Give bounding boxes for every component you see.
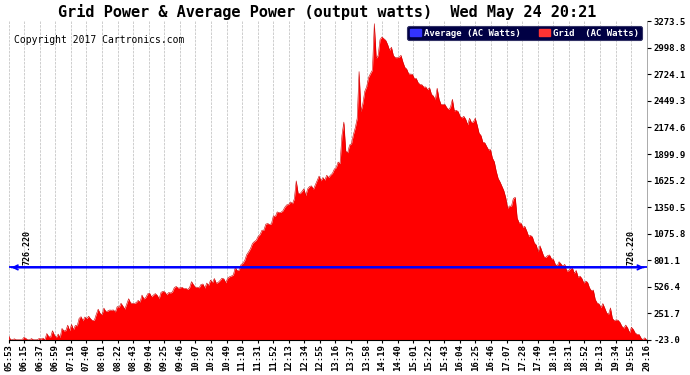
- Text: 726.220: 726.220: [23, 230, 32, 264]
- Legend: Average (AC Watts), Grid  (AC Watts): Average (AC Watts), Grid (AC Watts): [407, 26, 642, 40]
- Text: Copyright 2017 Cartronics.com: Copyright 2017 Cartronics.com: [14, 35, 184, 45]
- Text: 726.220: 726.220: [627, 230, 635, 264]
- Title: Grid Power & Average Power (output watts)  Wed May 24 20:21: Grid Power & Average Power (output watts…: [59, 4, 597, 20]
